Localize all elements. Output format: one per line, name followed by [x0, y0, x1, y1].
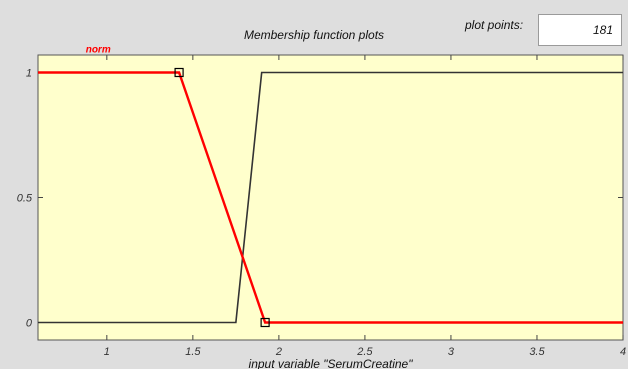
x-tick-label: 3: [448, 346, 455, 358]
panel-title: Membership function plots: [243, 28, 385, 42]
mf-handle[interactable]: [174, 67, 184, 78]
x-tick-label: 1.5: [185, 346, 201, 358]
x-tick-label: 1: [104, 346, 110, 358]
x-tick-label: 3.5: [529, 346, 545, 358]
plot-points-label: plot points:: [465, 18, 524, 32]
y-tick-label: 0: [26, 318, 33, 330]
y-tick-label: 1: [26, 68, 32, 80]
x-tick-label: 2.5: [356, 346, 373, 358]
plot-points-input[interactable]: [538, 14, 622, 46]
mf-line-norm[interactable]: [38, 71, 623, 324]
x-axis-label: input variable "SerumCreatine": [249, 357, 414, 369]
mf-handle[interactable]: [260, 317, 270, 328]
x-tick-label: 4: [620, 346, 626, 358]
mf-line-series-1[interactable]: [38, 71, 623, 324]
y-tick-label: 0.5: [17, 193, 33, 205]
mf-label-norm[interactable]: norm: [86, 45, 111, 56]
x-tick-label: 2: [275, 346, 282, 358]
plot-area[interactable]: [37, 54, 624, 341]
